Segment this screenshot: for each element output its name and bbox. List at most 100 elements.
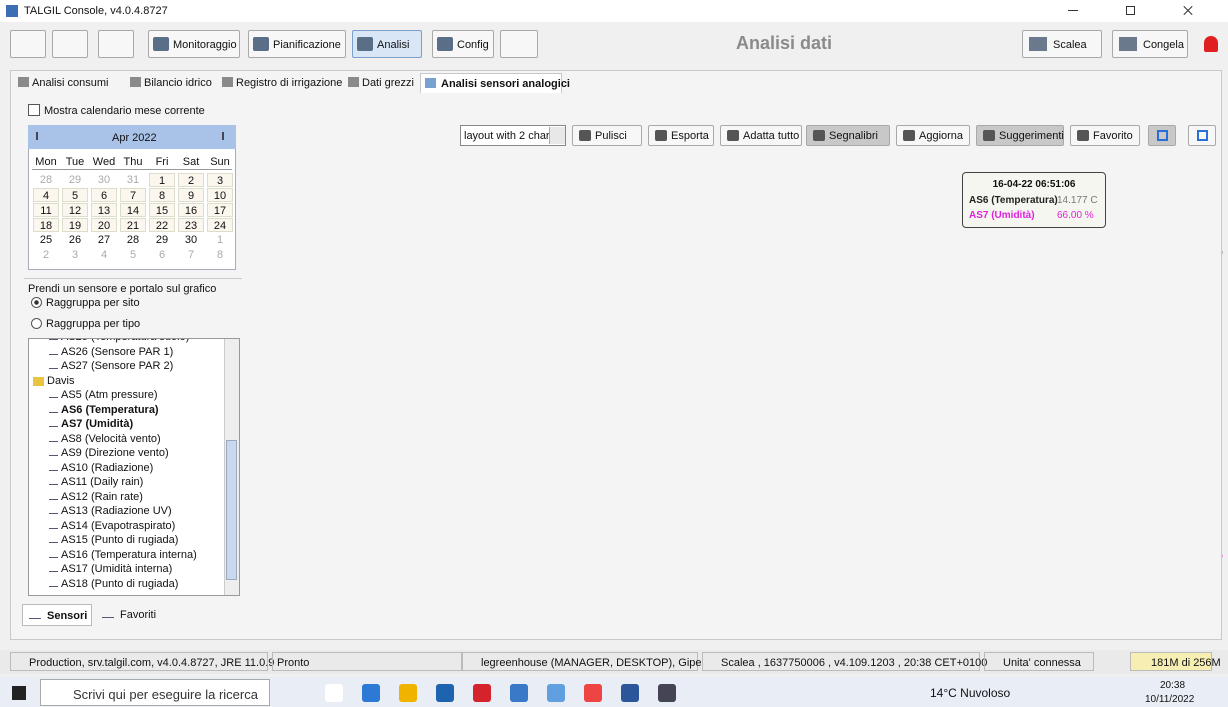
- calendar-day[interactable]: 30: [178, 233, 204, 247]
- calendar-day[interactable]: 4: [33, 188, 59, 202]
- bottom-tab[interactable]: Sensori: [22, 604, 92, 626]
- chart-toolbar-button[interactable]: Adatta tutto: [720, 125, 802, 146]
- calendar-day[interactable]: 3: [207, 173, 233, 187]
- calendar-day[interactable]: 15: [149, 203, 175, 217]
- radio[interactable]: [31, 318, 42, 329]
- tree-item[interactable]: AS5 (Atm pressure): [49, 389, 158, 401]
- chart-toolbar-button[interactable]: Esporta: [648, 125, 714, 146]
- taskbar-app[interactable]: [510, 684, 528, 702]
- calendar-day[interactable]: 29: [62, 173, 88, 187]
- weather[interactable]: 14°C Nuvoloso: [930, 686, 1010, 700]
- chart-toolbar-button[interactable]: Segnalibri: [806, 125, 890, 146]
- calendar-day[interactable]: 26: [62, 233, 88, 247]
- taskbar-app[interactable]: [658, 684, 676, 702]
- minimize[interactable]: [1068, 10, 1078, 11]
- toolbar-button[interactable]: Analisi: [352, 30, 422, 58]
- tab[interactable]: Registro di irrigazione: [218, 73, 340, 93]
- view-button[interactable]: [1148, 125, 1176, 146]
- calendar-day[interactable]: 4: [91, 248, 117, 262]
- calendar-day[interactable]: 6: [91, 188, 117, 202]
- tree-item[interactable]: AS15 (Punto di rugiada): [49, 534, 178, 546]
- checkbox[interactable]: [28, 104, 40, 116]
- calendar-day[interactable]: 11: [33, 203, 59, 217]
- calendar-day[interactable]: 12: [62, 203, 88, 217]
- tab[interactable]: Dati grezzi: [344, 73, 416, 93]
- calendar-day[interactable]: 8: [207, 248, 233, 262]
- calendar-day[interactable]: 18: [33, 218, 59, 232]
- taskbar-app[interactable]: [473, 684, 491, 702]
- calendar-day[interactable]: 6: [149, 248, 175, 262]
- chart-toolbar-button[interactable]: Pulisci: [572, 125, 642, 146]
- tree-item[interactable]: AS26 (Sensore PAR 1): [49, 346, 173, 358]
- calendar-day[interactable]: 30: [91, 173, 117, 187]
- calendar-day[interactable]: 9: [178, 188, 204, 202]
- radio[interactable]: [31, 297, 42, 308]
- calendar-day[interactable]: 7: [178, 248, 204, 262]
- tree-item[interactable]: AS16 (Temperatura interna): [49, 549, 197, 561]
- tab[interactable]: Analisi consumi: [14, 73, 122, 93]
- taskbar-app[interactable]: [399, 684, 417, 702]
- toolbar-button[interactable]: Monitoraggio: [148, 30, 240, 58]
- taskbar-app[interactable]: [547, 684, 565, 702]
- calendar-day[interactable]: 1: [149, 173, 175, 187]
- view-button[interactable]: [1188, 125, 1216, 146]
- nav-button[interactable]: [98, 30, 134, 58]
- calendar-day[interactable]: 13: [91, 203, 117, 217]
- calendar-day[interactable]: 7: [120, 188, 146, 202]
- calendar-day[interactable]: 1: [207, 233, 233, 247]
- calendar-day[interactable]: 14: [120, 203, 146, 217]
- search-box[interactable]: Scrivi qui per eseguire la ricerca: [40, 679, 270, 706]
- calendar-day[interactable]: 20: [91, 218, 117, 232]
- calendar-day[interactable]: 24: [207, 218, 233, 232]
- calendar-day[interactable]: 21: [120, 218, 146, 232]
- calendar-day[interactable]: 29: [149, 233, 175, 247]
- tree-item[interactable]: AS13 (Radiazione UV): [49, 505, 172, 517]
- start-button[interactable]: [12, 686, 26, 700]
- calendar-day[interactable]: 3: [62, 248, 88, 262]
- calendar-day[interactable]: 16: [178, 203, 204, 217]
- calendar-day[interactable]: 5: [62, 188, 88, 202]
- maximize[interactable]: [1126, 6, 1135, 15]
- calendar-day[interactable]: 28: [120, 233, 146, 247]
- nav-button[interactable]: [10, 30, 46, 58]
- calendar-day[interactable]: 2: [178, 173, 204, 187]
- taskbar-app[interactable]: [362, 684, 380, 702]
- calendar-prev[interactable]: [36, 132, 54, 140]
- tree-item[interactable]: AS10 (Radiazione): [49, 462, 153, 474]
- tree-item[interactable]: AS17 (Umidità interna): [49, 563, 172, 575]
- calendar-next[interactable]: [206, 132, 224, 140]
- calendar-day[interactable]: 23: [178, 218, 204, 232]
- toolbar-button[interactable]: Congela: [1112, 30, 1188, 58]
- taskbar-app[interactable]: [436, 684, 454, 702]
- calendar-day[interactable]: 19: [62, 218, 88, 232]
- calendar-day[interactable]: 27: [91, 233, 117, 247]
- scroll-thumb[interactable]: [226, 440, 237, 580]
- calendar-day[interactable]: 22: [149, 218, 175, 232]
- tree-item[interactable]: AS25 (Temperatura suolo): [49, 338, 189, 343]
- tree-item[interactable]: AS14 (Evapotraspirato): [49, 520, 175, 532]
- layout-select[interactable]: layout with 2 charts: [460, 125, 566, 146]
- nav-button[interactable]: [52, 30, 88, 58]
- tools-button[interactable]: [500, 30, 538, 58]
- tab[interactable]: Analisi sensori analogici: [420, 73, 562, 93]
- tree-item[interactable]: AS11 (Daily rain): [49, 476, 143, 488]
- calendar-day[interactable]: 25: [33, 233, 59, 247]
- calendar-day[interactable]: 10: [207, 188, 233, 202]
- tree-item[interactable]: AS12 (Rain rate): [49, 491, 143, 503]
- calendar-day[interactable]: 8: [149, 188, 175, 202]
- toolbar-button[interactable]: Pianificazione: [248, 30, 346, 58]
- tree-item[interactable]: AS7 (Umidità): [49, 418, 133, 430]
- tree-item[interactable]: AS8 (Velocità vento): [49, 433, 161, 445]
- taskbar-app[interactable]: [621, 684, 639, 702]
- bottom-tab[interactable]: Favoriti: [96, 604, 158, 626]
- chart-toolbar-button[interactable]: Aggiorna: [896, 125, 970, 146]
- taskbar-app[interactable]: [325, 684, 343, 702]
- calendar-day[interactable]: 28: [33, 173, 59, 187]
- tree-item[interactable]: AS9 (Direzione vento): [49, 447, 169, 459]
- calendar-day[interactable]: 31: [120, 173, 146, 187]
- tree-item[interactable]: AS6 (Temperatura): [49, 404, 159, 416]
- alarm-bell[interactable]: [1204, 36, 1218, 52]
- chart-toolbar-button[interactable]: Favorito: [1070, 125, 1140, 146]
- chart-toolbar-button[interactable]: Suggerimenti: [976, 125, 1064, 146]
- toolbar-button[interactable]: Config: [432, 30, 494, 58]
